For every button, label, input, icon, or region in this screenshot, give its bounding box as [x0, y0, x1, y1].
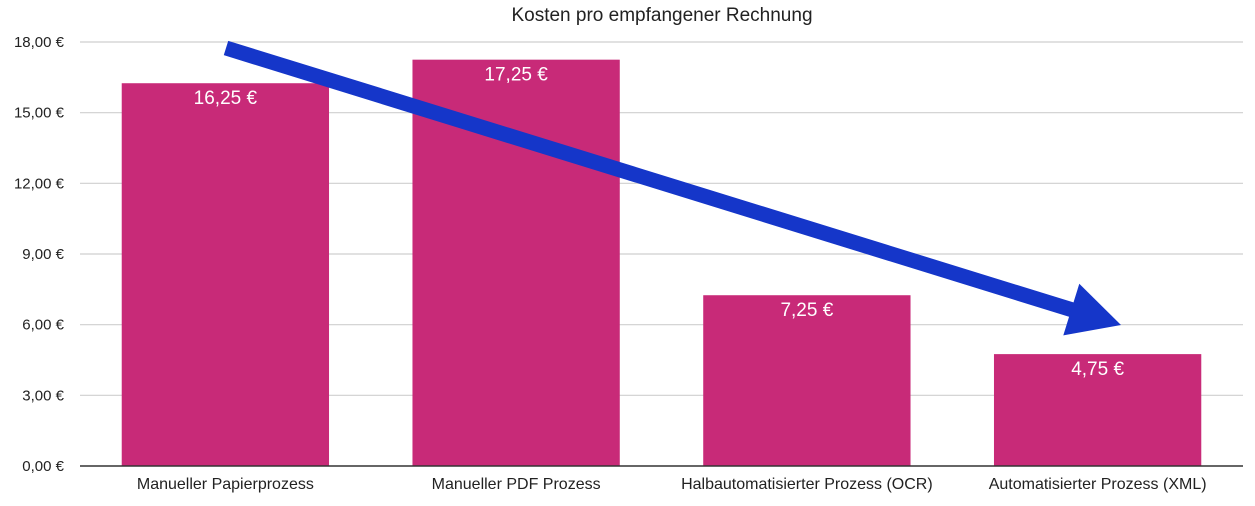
- bar: [121, 83, 330, 466]
- y-tick-label: 3,00 €: [22, 387, 64, 404]
- chart-title: Kosten pro empfangener Rechnung: [511, 5, 812, 26]
- y-tick-label: 9,00 €: [22, 246, 64, 263]
- x-axis-ticks: Manueller Papierprozess Manueller PDF Pro…: [137, 476, 1207, 493]
- y-tick-label: 18,00 €: [14, 34, 65, 51]
- x-tick-label: Automatisierter Prozess (XML): [989, 476, 1207, 493]
- trend-arrow-head: [1063, 283, 1121, 336]
- data-label: 4,75 €: [1071, 359, 1124, 380]
- bar: [412, 59, 620, 467]
- trend-arrow-shaft: [223, 40, 1076, 318]
- bar: [993, 354, 1202, 466]
- data-label: 7,25 €: [780, 300, 833, 321]
- y-tick-label: 12,00 €: [14, 175, 65, 192]
- x-tick-label: Halbautomatisierter Prozess (OCR): [681, 476, 933, 493]
- y-tick-label: 15,00 €: [14, 105, 65, 122]
- x-tick-label: Manueller PDF Prozess: [432, 476, 601, 493]
- data-labels: 16,25 € 17,25 € 7,25 € 4,75 €: [194, 65, 1125, 380]
- y-axis-ticks: 0,00 € 3,00 € 6,00 € 9,00 € 12,00 € 15,00 € 18…: [14, 34, 65, 475]
- y-tick-label: 6,00 €: [22, 317, 64, 334]
- data-label: 16,25 €: [194, 88, 258, 109]
- trend-arrow: [223, 40, 1121, 336]
- data-label: 17,25 €: [484, 65, 548, 86]
- y-tick-label: 0,00 €: [22, 458, 64, 475]
- bars: [121, 59, 1202, 467]
- x-tick-label: Manueller Papierprozess: [137, 476, 314, 493]
- bar: [703, 295, 911, 466]
